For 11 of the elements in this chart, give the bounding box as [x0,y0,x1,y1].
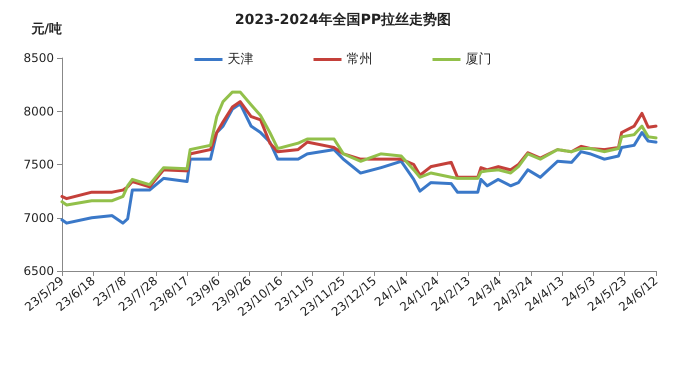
y-tick-label: 8500 [23,51,54,65]
y-tick-label: 8000 [23,104,54,118]
y-tick-label: 7500 [23,158,54,172]
legend-label: 天津 [228,52,254,67]
y-tick-label: 7000 [23,210,54,225]
y-axis-title: 元/吨 [30,22,62,37]
legend-label: 常州 [346,52,372,67]
chart-title: 2023-2024年全国PP拉丝走势图 [234,12,452,28]
legend-label: 厦门 [466,51,492,67]
y-tick-label: 6500 [23,264,54,278]
line-series [60,102,658,225]
